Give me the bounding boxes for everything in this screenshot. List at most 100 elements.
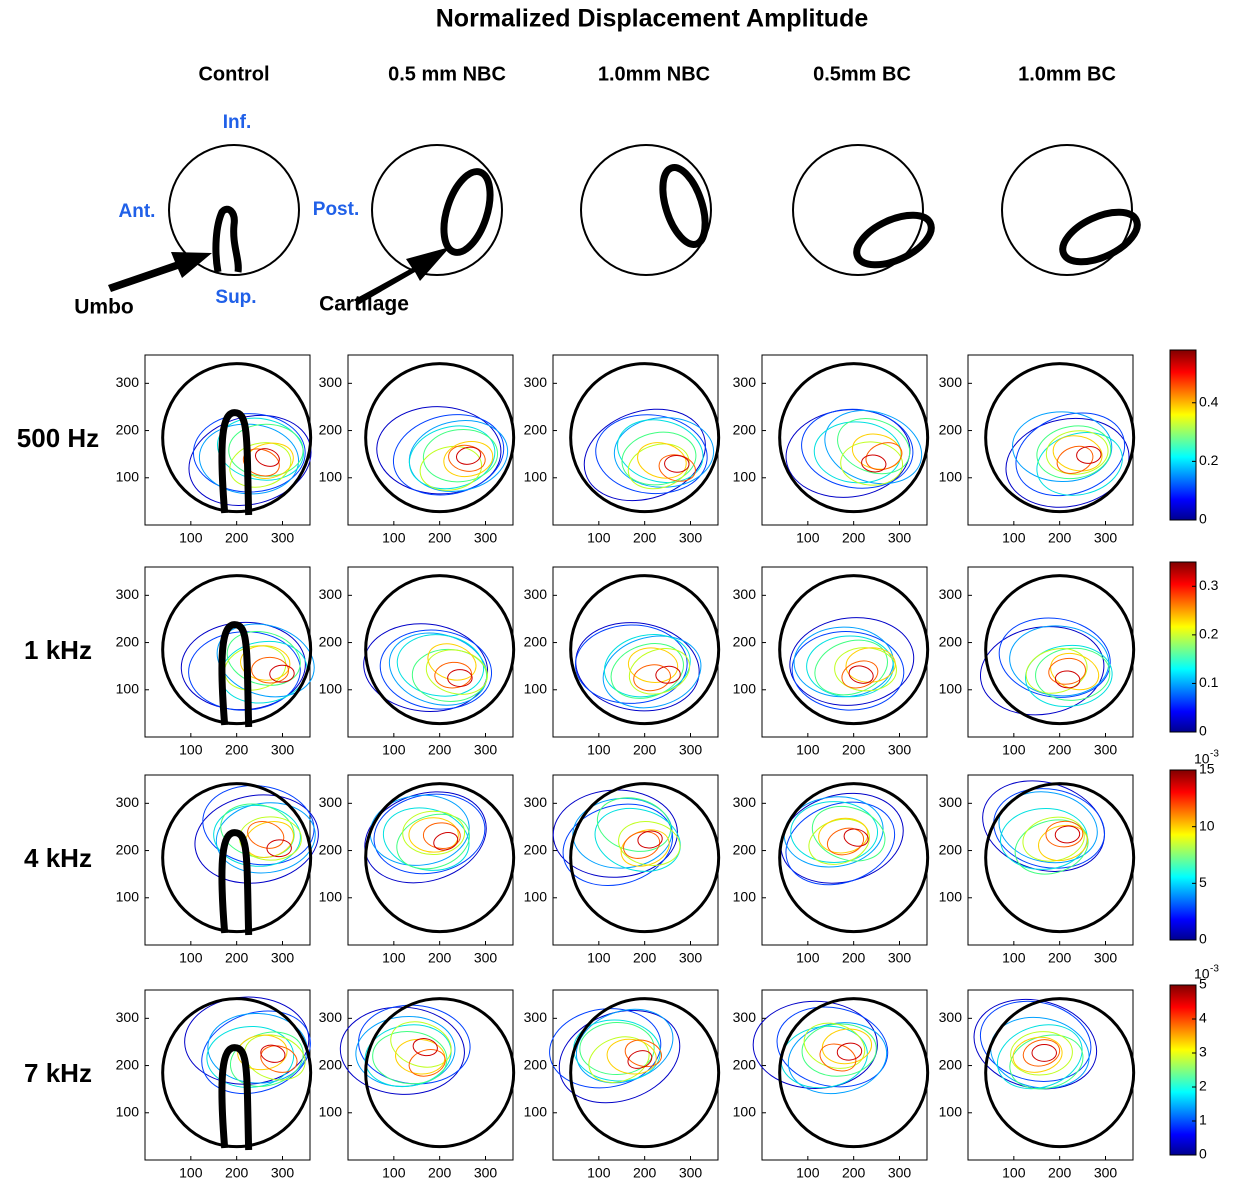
y-tick-label: 100 (733, 468, 757, 484)
x-tick-label: 300 (888, 742, 912, 758)
y-tick-label: 200 (319, 633, 343, 649)
x-tick-label: 200 (842, 950, 866, 966)
x-tick-label: 200 (633, 1165, 657, 1181)
y-tick-label: 200 (524, 421, 548, 437)
y-tick-label: 200 (116, 633, 140, 649)
x-tick-label: 200 (428, 950, 452, 966)
x-tick-label: 300 (1094, 1165, 1118, 1181)
y-tick-label: 300 (939, 374, 963, 390)
x-tick-label: 100 (587, 1165, 611, 1181)
x-tick-label: 300 (271, 742, 295, 758)
y-tick-label: 200 (939, 421, 963, 437)
colorbar-tick-label: 0.3 (1199, 577, 1219, 593)
y-tick-label: 300 (939, 586, 963, 602)
column-header: 1.0mm NBC (598, 63, 710, 85)
y-tick-label: 100 (939, 468, 963, 484)
colorbar-tick-label: 4 (1199, 1010, 1207, 1026)
y-tick-label: 200 (116, 1056, 140, 1072)
colorbar (1170, 770, 1196, 940)
x-tick-label: 200 (225, 1165, 249, 1181)
y-tick-label: 300 (939, 1009, 963, 1025)
x-tick-label: 200 (842, 530, 866, 546)
x-tick-label: 100 (796, 950, 820, 966)
x-tick-label: 300 (271, 1165, 295, 1181)
x-tick-label: 100 (382, 1165, 406, 1181)
x-tick-label: 100 (382, 950, 406, 966)
y-tick-label: 300 (733, 374, 757, 390)
y-tick-label: 300 (116, 374, 140, 390)
y-tick-label: 100 (733, 680, 757, 696)
figure: Normalized Displacement Amplitude Inf. A… (0, 0, 1250, 1191)
label-post: Post. (313, 199, 359, 220)
y-tick-label: 300 (524, 586, 548, 602)
x-tick-label: 300 (271, 530, 295, 546)
colorbar-tick-label: 2 (1199, 1078, 1207, 1094)
colorbar-tick-label: 0 (1199, 931, 1207, 947)
x-tick-label: 100 (1002, 950, 1026, 966)
x-tick-label: 300 (271, 950, 295, 966)
y-tick-label: 100 (524, 888, 548, 904)
y-tick-label: 100 (939, 1103, 963, 1119)
x-tick-label: 200 (1048, 530, 1072, 546)
x-tick-label: 200 (1048, 742, 1072, 758)
x-tick-label: 200 (428, 1165, 452, 1181)
y-tick-label: 200 (733, 841, 757, 857)
label-ant: Ant. (119, 201, 156, 222)
x-tick-label: 200 (1048, 1165, 1072, 1181)
x-tick-label: 300 (679, 742, 703, 758)
column-header: 0.5mm BC (813, 63, 911, 85)
y-tick-label: 300 (524, 1009, 548, 1025)
x-tick-label: 100 (179, 530, 203, 546)
column-header: 0.5 mm NBC (388, 63, 506, 85)
y-tick-label: 300 (939, 794, 963, 810)
x-tick-label: 300 (888, 1165, 912, 1181)
label-cartilage: Cartilage (319, 293, 409, 316)
x-tick-label: 100 (796, 742, 820, 758)
x-tick-label: 300 (888, 950, 912, 966)
x-tick-label: 200 (225, 950, 249, 966)
x-tick-label: 100 (587, 950, 611, 966)
y-tick-label: 100 (524, 680, 548, 696)
colorbar (1170, 562, 1196, 732)
y-tick-label: 200 (116, 421, 140, 437)
y-tick-label: 300 (116, 794, 140, 810)
x-tick-label: 100 (796, 1165, 820, 1181)
colorbar-tick-label: 1 (1199, 1112, 1207, 1128)
y-tick-label: 300 (733, 586, 757, 602)
x-tick-label: 300 (1094, 950, 1118, 966)
y-tick-label: 100 (116, 468, 140, 484)
x-tick-label: 100 (382, 742, 406, 758)
y-tick-label: 100 (939, 680, 963, 696)
x-tick-label: 200 (428, 742, 452, 758)
colorbar-tick-label: 10 (1199, 817, 1215, 833)
y-tick-label: 300 (524, 374, 548, 390)
y-tick-label: 100 (939, 888, 963, 904)
x-tick-label: 200 (842, 1165, 866, 1181)
label-inf: Inf. (223, 112, 252, 133)
y-tick-label: 200 (524, 633, 548, 649)
y-tick-label: 100 (319, 888, 343, 904)
y-tick-label: 300 (733, 794, 757, 810)
x-tick-label: 300 (474, 742, 498, 758)
y-tick-label: 100 (524, 1103, 548, 1119)
y-tick-label: 100 (524, 468, 548, 484)
y-tick-label: 200 (116, 841, 140, 857)
x-tick-label: 100 (179, 1165, 203, 1181)
y-tick-label: 100 (319, 680, 343, 696)
colorbar-tick-label: 0.1 (1199, 674, 1219, 690)
x-tick-label: 300 (679, 530, 703, 546)
y-tick-label: 100 (733, 888, 757, 904)
colorbar-multiplier: 10 (1194, 751, 1210, 767)
x-tick-label: 300 (679, 1165, 703, 1181)
colorbar-tick-label: 0.4 (1199, 393, 1219, 409)
y-tick-label: 200 (939, 633, 963, 649)
label-umbo: Umbo (74, 296, 134, 319)
y-tick-label: 300 (319, 586, 343, 602)
colorbar-multiplier: 10 (1194, 966, 1210, 982)
colorbar-tick-label: 0 (1199, 1146, 1207, 1162)
y-tick-label: 100 (116, 680, 140, 696)
y-tick-label: 300 (116, 586, 140, 602)
x-tick-label: 200 (225, 530, 249, 546)
x-tick-label: 100 (587, 530, 611, 546)
y-tick-label: 200 (319, 1056, 343, 1072)
